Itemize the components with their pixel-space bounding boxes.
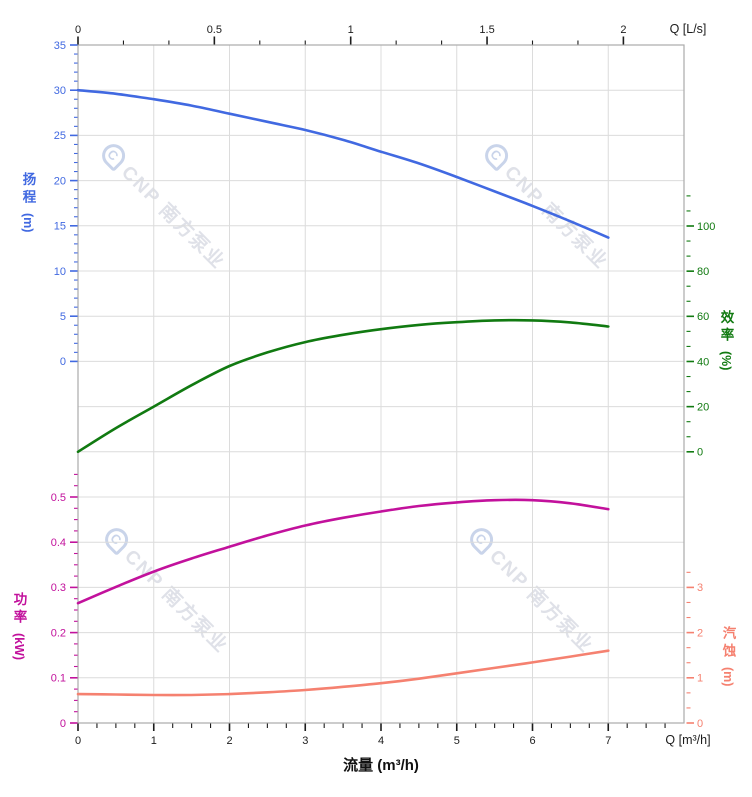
svg-text:40: 40 <box>697 356 709 368</box>
gridlines <box>78 45 684 723</box>
head-axis-title: 扬程 (m) <box>20 172 36 232</box>
svg-text:3: 3 <box>697 582 703 594</box>
svg-text:25: 25 <box>54 130 66 142</box>
svg-text:0.1: 0.1 <box>51 673 66 685</box>
svg-text:3: 3 <box>302 735 308 747</box>
svg-text:0: 0 <box>75 735 81 747</box>
svg-text:2: 2 <box>697 627 703 639</box>
eff-curve <box>76 318 610 454</box>
power-axis: 0.5 0.4 0.3 0.2 0.1 0 <box>51 473 78 730</box>
eff-series <box>76 318 610 454</box>
svg-text:0.5: 0.5 <box>51 492 66 504</box>
svg-text:0.4: 0.4 <box>51 537 66 549</box>
svg-text:0: 0 <box>697 447 703 459</box>
svg-text:0.3: 0.3 <box>51 582 66 594</box>
bottom-axis-unit-label: Q [m³/h] <box>665 733 711 747</box>
npsh-series <box>76 649 610 697</box>
npsh-axis: 3 2 1 0 <box>686 571 703 730</box>
npsh-curve <box>76 649 610 697</box>
svg-text:60: 60 <box>697 311 709 323</box>
head-curve <box>76 88 610 239</box>
plot-border <box>77 44 685 724</box>
bottom-axis: 0 1 2 3 4 5 6 7 <box>75 723 666 747</box>
svg-text:0: 0 <box>60 718 66 730</box>
svg-text:2: 2 <box>226 735 232 747</box>
x-axis-title: 流量 (m³/h) <box>343 757 419 774</box>
svg-text:5: 5 <box>60 311 66 323</box>
svg-text:20: 20 <box>54 175 66 187</box>
top-axis: 0 0.5 1 1.5 2 <box>75 24 626 45</box>
head-axis: 35 30 25 20 15 10 5 0 <box>54 40 78 368</box>
head-axis-name: 扬程 <box>20 172 36 207</box>
npsh-axis-name: 汽蚀 <box>720 626 736 661</box>
svg-text:2: 2 <box>620 24 626 36</box>
svg-text:5: 5 <box>454 735 460 747</box>
power-curve <box>76 498 610 605</box>
svg-text:0: 0 <box>75 24 81 36</box>
power-axis-name: 功率 <box>11 592 27 627</box>
eff-axis: 100 80 60 40 20 0 <box>686 195 715 459</box>
svg-text:1: 1 <box>697 673 703 685</box>
svg-text:100: 100 <box>697 221 715 233</box>
efficiency-axis-title: 效率 (%) <box>718 310 734 370</box>
svg-text:1.5: 1.5 <box>479 24 494 36</box>
svg-text:4: 4 <box>378 735 384 747</box>
svg-text:1: 1 <box>348 24 354 36</box>
svg-text:0.5: 0.5 <box>207 24 222 36</box>
svg-text:30: 30 <box>54 85 66 97</box>
svg-text:7: 7 <box>605 735 611 747</box>
efficiency-axis-unit: (%) <box>718 351 733 371</box>
efficiency-axis-name: 效率 <box>718 310 734 345</box>
svg-text:0: 0 <box>60 356 66 368</box>
power-series <box>76 498 610 605</box>
svg-text:20: 20 <box>697 401 709 413</box>
svg-text:0: 0 <box>697 718 703 730</box>
head-axis-unit: (m) <box>20 213 35 233</box>
svg-text:15: 15 <box>54 221 66 233</box>
svg-text:80: 80 <box>697 266 709 278</box>
svg-text:1: 1 <box>151 735 157 747</box>
head-series <box>76 88 610 239</box>
npsh-axis-unit: (m) <box>720 667 735 687</box>
npsh-axis-title: 汽蚀 (m) <box>720 626 736 686</box>
power-axis-unit: (kW) <box>11 633 26 661</box>
svg-text:6: 6 <box>529 735 535 747</box>
svg-text:0.2: 0.2 <box>51 627 66 639</box>
power-axis-title: 功率 (kW) <box>11 592 27 660</box>
svg-text:35: 35 <box>54 40 66 52</box>
svg-text:10: 10 <box>54 266 66 278</box>
top-axis-unit-label: Q [L/s] <box>669 22 707 36</box>
